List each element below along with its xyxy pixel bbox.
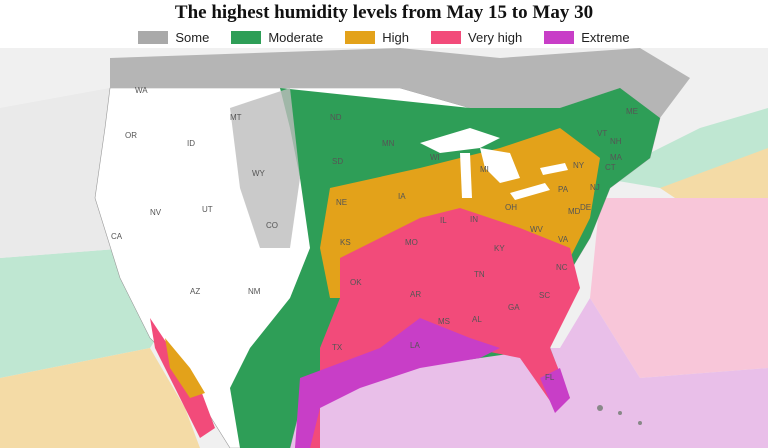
state-label-ca: CA [111,232,123,241]
state-label-wv: WV [530,225,544,234]
island [618,411,622,415]
pacific-light-zone [0,88,130,258]
state-label-ny: NY [573,161,585,170]
state-label-nm: NM [248,287,261,296]
state-label-nv: NV [150,208,162,217]
legend-swatch-moderate [231,31,262,44]
state-label-ms: MS [438,317,450,326]
legend-swatch-some [138,31,169,44]
state-label-ga: GA [508,303,520,312]
state-label-nd: ND [330,113,342,122]
state-label-az: AZ [190,287,200,296]
state-label-or: OR [125,131,137,140]
legend-label-extreme: Extreme [581,30,630,45]
state-label-ar: AR [410,290,421,299]
zone-extreme [295,318,500,448]
state-label-nj: NJ [590,183,600,192]
state-label-sd: SD [332,157,343,166]
state-label-sc: SC [539,291,550,300]
zone-west-coast-high [165,338,205,398]
legend-label-high: High [382,30,410,45]
state-label-ne: NE [336,198,347,207]
state-label-ct: CT [605,163,616,172]
state-label-vt: VT [597,129,607,138]
state-label-ut: UT [202,205,213,214]
state-label-la: LA [410,341,420,350]
state-label-co: CO [266,221,278,230]
state-label-oh: OH [505,203,517,212]
state-label-ia: IA [398,192,406,201]
lake-superior [420,128,500,153]
island [597,405,603,411]
lake-ontario [540,163,568,175]
humidity-map: WA OR ID MT WY NV UT CA AZ CO NM ND SD N… [0,48,768,448]
state-label-id: ID [187,139,195,148]
legend-item-very-high: Very high [431,30,522,45]
state-label-in: IN [470,215,478,224]
legend-item-moderate: Moderate [231,30,323,45]
state-label-me: ME [626,107,638,116]
legend: Some Moderate High Very high Extreme [0,30,768,45]
state-label-tn: TN [474,270,485,279]
state-label-ks: KS [340,238,351,247]
lake-huron [480,148,520,183]
lake-erie [510,183,550,200]
gulf-violet-zone [230,298,768,448]
state-label-wi: WI [430,153,440,162]
legend-label-very-high: Very high [468,30,523,45]
legend-swatch-extreme [544,31,575,44]
zone-some-west [230,88,300,248]
state-label-nc: NC [556,263,568,272]
atlantic-pink-zone [590,198,768,378]
zone-extreme-florida [540,368,570,413]
state-label-va: VA [558,235,569,244]
state-label-ma: MA [610,153,623,162]
state-label-ok: OK [350,278,362,287]
state-label-ky: KY [494,244,505,253]
legend-swatch-high [345,31,376,44]
legend-swatch-very-high [431,31,462,44]
state-label-tx: TX [332,343,343,352]
canada-some-zone [110,48,690,118]
state-label-mt: MT [230,113,242,122]
state-label-nh: NH [610,137,622,146]
legend-label-moderate: Moderate [268,30,324,45]
atlantic-tan-zone [660,148,768,208]
state-label-de: DE [580,203,591,212]
legend-label-some: Some [175,30,210,45]
island [638,421,642,425]
state-label-il: IL [440,216,447,225]
state-label-wa: WA [135,86,148,95]
state-label-mn: MN [382,139,395,148]
legend-item-extreme: Extreme [544,30,630,45]
state-label-mo: MO [405,238,418,247]
map-title: The highest humidity levels from May 15 … [174,2,594,23]
state-label-mi: MI [480,165,489,174]
state-label-wy: WY [252,169,266,178]
legend-item-high: High [345,30,409,45]
lake-michigan [460,153,472,198]
state-label-al: AL [472,315,482,324]
legend-item-some: Some [138,30,209,45]
state-label-md: MD [568,207,581,216]
pacific-tan-zone [0,348,200,448]
state-label-pa: PA [558,185,569,194]
state-label-fl: FL [545,373,555,382]
